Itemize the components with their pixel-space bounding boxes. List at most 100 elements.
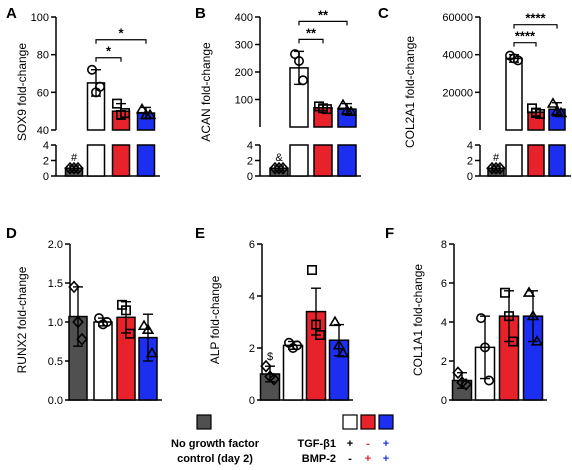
ylabel-A: SOX9 fold-change [15,43,29,141]
panel-A-bar-stub-3 [111,144,131,177]
panel-C-point-4-3 [554,106,568,118]
legend-control-line2: control (day 2) [177,453,253,465]
panel-E-point-2-3 [291,340,302,351]
panel-B-bracket-1 [298,38,324,44]
panel-A-point-4-1 [135,102,149,114]
legend-row2-sign-1: - [348,453,352,465]
legend-row1-label: TGF-β1 [298,438,337,450]
ylabel-C: COL2A1 fold-change [403,36,417,148]
panel-A-bracket-2 [95,39,147,44]
panel-A-point-3-3 [120,108,131,119]
panel-A-control-annotation: # [71,152,78,164]
panel-A-ytick-label-upper-2: 80 [37,50,49,62]
panel-E-point-1-1 [260,359,272,373]
legend-row1-sign-1: + [347,438,353,450]
panel-C-significance-1: **** [515,29,536,44]
legend-swatch-tgf [342,414,358,430]
panel-E-ytick-label-0: 0 [249,395,255,407]
panel-letter-D: D [6,225,17,242]
panel-D-point-3-2 [121,305,132,316]
panel-D-ytick-label-3: 1.5 [48,278,63,290]
legend-row2-sign-2: + [365,453,371,465]
panel-E-control-annotation: $ [267,351,273,363]
ylabel-D: RUNX2 fold-change [15,266,29,373]
panel-C-ytick-label-lower-1: 2 [467,156,473,168]
panel-B-significance-2: ** [318,7,329,22]
panel-D-point-4-2 [141,323,155,334]
panel-B-ytick-label-upper-0: 100 [235,95,253,107]
panel-F-point-2-3 [483,375,494,386]
panel-C-ytick-label-lower-0: 0 [467,171,473,183]
panel-A-significance-1: * [106,44,112,59]
panel-letter-E: E [195,225,205,242]
panel-C-ytick-label-upper-2: 60000 [442,12,473,24]
panel-E-ytick-label-1: 2 [249,343,255,355]
panel-A-point-2-1 [87,64,98,75]
panel-D-point-1-1 [68,280,80,294]
panel-F-ytick-label-4: 8 [441,239,447,251]
panel-B-point-4-1 [336,98,350,110]
panel-letter-B: B [195,5,206,22]
panel-D: D RUNX2 fold-change 0.0 0.5 1.0 1.5 2.0 [6,225,162,407]
panel-E-point-4-2 [332,339,346,350]
panel-A-point-4-3 [143,108,157,120]
legend: No growth factor control (day 2) TGF-β1 … [171,414,394,465]
panel-D-point-2-3 [102,316,113,327]
panel-C-bar-stub-2 [505,144,523,177]
panel-D-ytick-label-4: 2.0 [48,239,63,251]
panel-C-significance-2: **** [525,11,546,26]
panel-B-bar-stub-2 [289,144,309,177]
panel-B-bar-stub-3 [313,144,333,177]
panel-C-ytick-label-lower-2: 4 [467,140,473,152]
panel-F-point-2-2 [479,342,490,353]
panel-A-point-1-2 [68,161,80,175]
panel-E-ytick-label-3: 6 [249,239,255,251]
panel-B-control-annotation: & [275,152,283,164]
panel-A-bar-stub-4 [136,144,156,177]
legend-control-line1: No growth factor [171,438,260,450]
ylabel-F: COL1A1 fold-change [411,264,425,376]
panel-A-ytick-label-upper-3: 100 [31,12,49,24]
panel-C-bar-stub-3 [527,144,545,177]
legend-swatch-bmp [360,414,376,430]
panel-letter-A: A [6,5,17,22]
panel-D-point-4-3 [145,346,159,358]
panel-E-ytick-label-2: 4 [249,291,255,303]
panel-F-point-1-3 [460,378,472,391]
panel-B-ytick-label-upper-2: 300 [235,40,253,52]
panel-C-point-1-2 [490,161,502,175]
panel-E: E ALP fold-change 0 2 4 6 $ [195,225,353,407]
panel-F-ytick-label-3: 6 [441,278,447,290]
panel-F: F COL1A1 fold-change 0 2 4 6 8 [385,225,547,407]
panel-B-ytick-label-lower-2: 4 [247,140,253,152]
panel-D-ytick-label-0: 0.0 [48,395,63,407]
panel-A-bracket-1 [95,57,122,62]
panel-D-ytick-label-1: 0.5 [48,356,63,368]
panel-C-point-1-3 [494,161,506,175]
legend-swatch-control [196,414,212,430]
panel-F-ytick-label-2: 4 [441,317,447,329]
panel-C-point-4-1 [546,97,560,108]
panel-A-ytick-label-upper-0: 40 [37,125,49,137]
panel-C-ytick-label-upper-0: 20000 [442,87,473,99]
panel-C-point-1-1 [486,161,498,175]
legend-row2-sign-3: + [383,453,389,465]
panel-F-ytick-label-1: 2 [441,356,447,368]
panel-B-point-3-3 [321,104,332,115]
panel-B-point-1-3 [277,161,289,175]
panel-B-point-2-3 [297,75,308,86]
panel-F-point-2-1 [475,313,486,324]
panel-F-point-3-1 [499,287,510,298]
panel-A-point-1-3 [72,161,84,175]
panel-C-point-2-3 [512,55,523,66]
panel-C-ytick-label-upper-1: 40000 [442,50,473,62]
panel-D-bar-2 [93,321,113,401]
panel-B-ytick-label-upper-3: 400 [235,12,253,24]
panel-B: B ACAN fold-change 0 2 4 100 200 300 400 & **** [195,5,361,183]
panel-F-point-4-1 [522,286,536,297]
panel-B-ytick-label-lower-1: 2 [247,156,253,168]
panel-B-point-4-3 [344,105,358,117]
panel-B-bracket-2 [298,20,348,26]
panel-C-bracket-2 [513,24,558,29]
